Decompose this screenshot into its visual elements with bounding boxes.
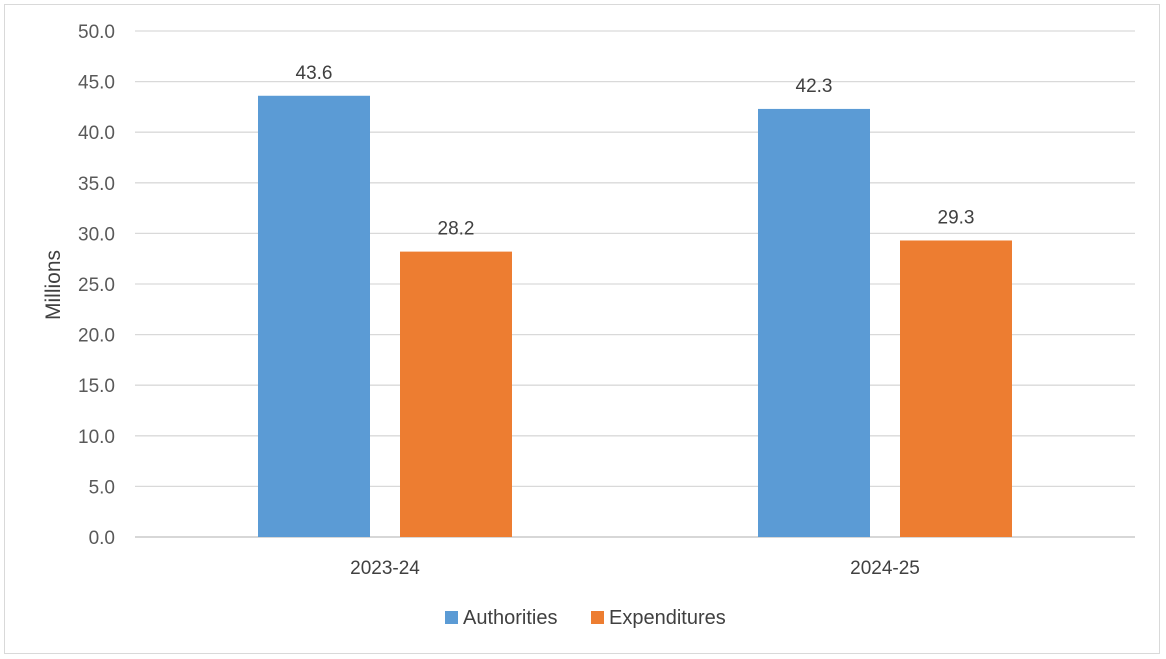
bar-authorities-2024-25 [758,108,870,537]
bar-expenditures-2024-25 [900,240,1012,537]
legend-swatch-authorities [445,611,458,624]
y-axis-ticks: 0.0 5.0 10.0 15.0 20.0 25.0 30.0 35.0 40.0 45.0 50… [78,22,115,549]
legend-swatch-expenditures [591,611,604,624]
y-tick-label: 15.0 [78,376,115,397]
y-tick-label: 35.0 [78,174,115,195]
legend-label-authorities: Authorities [463,607,558,629]
legend: Authorities Expenditures [445,607,726,629]
x-tick-label: 2023-24 [350,558,420,579]
data-label: 43.6 [296,63,333,84]
y-tick-label: 45.0 [78,73,115,94]
y-tick-label: 25.0 [78,275,115,296]
x-tick-label: 2024-25 [850,558,920,579]
y-axis-label: Millions [42,250,65,320]
y-tick-label: 40.0 [78,123,115,144]
y-tick-label: 30.0 [78,224,115,245]
data-label: 29.3 [938,207,975,228]
y-tick-label: 20.0 [78,326,115,347]
x-axis-ticks: 2023-24 2024-25 [350,558,920,579]
y-tick-label: 10.0 [78,427,115,448]
y-tick-label: 50.0 [78,22,115,43]
y-tick-label: 5.0 [89,477,115,498]
bars [258,95,1012,537]
legend-label-expenditures: Expenditures [609,607,726,629]
data-label: 28.2 [438,219,475,240]
data-label: 42.3 [796,76,833,97]
data-labels: 43.6 28.2 42.3 29.3 [296,63,975,240]
bar-authorities-2023-24 [258,95,370,537]
bar-expenditures-2023-24 [400,251,512,537]
y-tick-label: 0.0 [89,528,115,549]
